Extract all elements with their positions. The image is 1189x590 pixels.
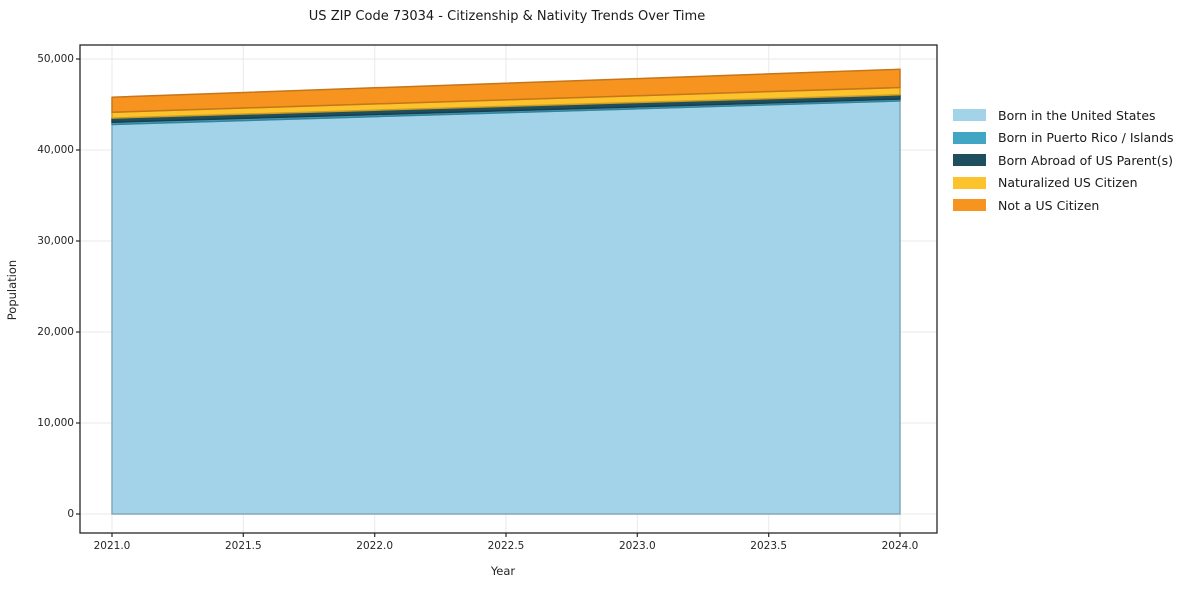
- x-tick-label: 2024.0: [881, 540, 919, 552]
- legend-item-naturalized-us-citizen: Naturalized US Citizen: [953, 172, 1174, 195]
- x-tick-label: 2022.5: [487, 540, 525, 552]
- legend-swatch: [953, 154, 986, 167]
- x-tick-label: 2021.0: [93, 540, 131, 552]
- legend-item-born-in-the-united-states: Born in the United States: [953, 104, 1174, 127]
- legend-item-born-in-puerto-rico-islands: Born in Puerto Rico / Islands: [953, 127, 1174, 150]
- y-tick-label: 30,000: [37, 235, 74, 247]
- plot-border: [79, 44, 938, 534]
- legend-swatch: [953, 131, 986, 144]
- y-tick-label: 40,000: [37, 144, 74, 156]
- x-axis-label: Year: [490, 564, 516, 578]
- x-tick-label: 2023.5: [750, 540, 788, 552]
- legend-swatch: [953, 176, 986, 189]
- legend-label: Not a US Citizen: [998, 197, 1100, 213]
- legend: Born in the United States Born in Puerto …: [953, 104, 1174, 217]
- x-tick-label: 2023.0: [618, 540, 656, 552]
- area-not-a-us-citizen: [111, 68, 901, 113]
- y-axis-label: Population: [5, 259, 19, 321]
- x-tick-label: 2022.0: [356, 540, 394, 552]
- y-tick-label: 10,000: [37, 417, 74, 429]
- legend-label: Naturalized US Citizen: [998, 175, 1138, 191]
- legend-item-not-a-us-citizen: Not a US Citizen: [953, 194, 1174, 217]
- legend-label: Born in Puerto Rico / Islands: [998, 130, 1174, 146]
- legend-label: Born in the United States: [998, 107, 1156, 123]
- x-tick-label: 2021.5: [224, 540, 262, 552]
- legend-item-born-abroad-of-us-parent-s: Born Abroad of US Parent(s): [953, 149, 1174, 172]
- legend-swatch: [953, 199, 986, 212]
- y-tick-label: 0: [67, 508, 74, 520]
- chart-title: US ZIP Code 73034 - Citizenship & Nativi…: [308, 9, 706, 24]
- y-tick-label: 20,000: [37, 326, 74, 338]
- area-born-in-the-united-states: [111, 100, 901, 515]
- y-tick-label: 50,000: [37, 53, 74, 65]
- legend-swatch: [953, 109, 986, 122]
- legend-label: Born Abroad of US Parent(s): [998, 152, 1173, 168]
